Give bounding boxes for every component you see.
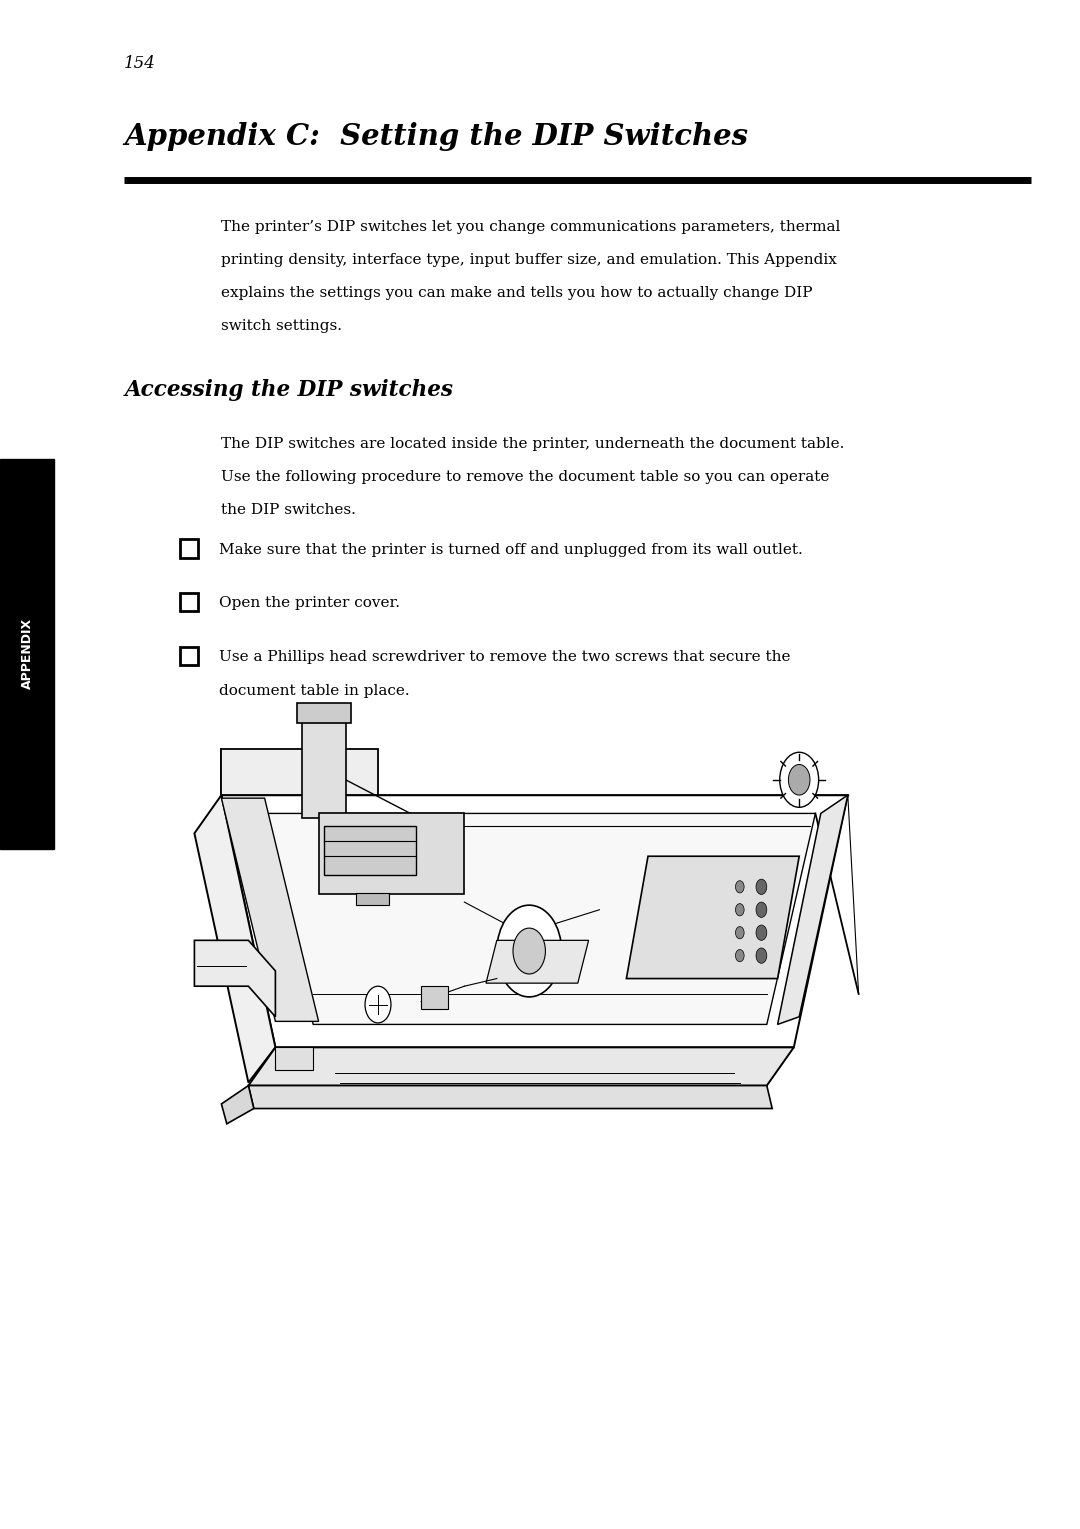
Polygon shape <box>302 719 346 818</box>
Polygon shape <box>248 1047 794 1086</box>
FancyBboxPatch shape <box>179 593 198 612</box>
Circle shape <box>735 950 744 962</box>
Text: Open the printer cover.: Open the printer cover. <box>219 596 401 610</box>
Text: APPENDIX: APPENDIX <box>21 618 33 690</box>
FancyBboxPatch shape <box>179 647 198 665</box>
Text: switch settings.: switch settings. <box>221 318 342 333</box>
Circle shape <box>788 764 810 795</box>
Circle shape <box>780 752 819 807</box>
Polygon shape <box>275 1047 313 1070</box>
Polygon shape <box>194 940 275 1017</box>
FancyBboxPatch shape <box>0 459 54 849</box>
Text: Accessing the DIP switches: Accessing the DIP switches <box>124 379 454 401</box>
Polygon shape <box>421 986 448 1009</box>
FancyBboxPatch shape <box>179 540 198 558</box>
Text: Use the following procedure to remove the document table so you can operate: Use the following procedure to remove th… <box>221 471 829 485</box>
Text: the DIP switches.: the DIP switches. <box>221 503 356 517</box>
Polygon shape <box>297 703 351 723</box>
Polygon shape <box>194 795 275 1083</box>
Polygon shape <box>221 1086 254 1124</box>
Polygon shape <box>626 856 799 979</box>
Circle shape <box>735 881 744 893</box>
Polygon shape <box>486 940 589 983</box>
Text: explains the settings you can make and tells you how to actually change DIP: explains the settings you can make and t… <box>221 286 813 300</box>
Circle shape <box>735 904 744 916</box>
Polygon shape <box>356 893 389 905</box>
Circle shape <box>365 986 391 1023</box>
Text: The DIP switches are located inside the printer, underneath the document table.: The DIP switches are located inside the … <box>221 437 845 451</box>
Polygon shape <box>778 795 848 1024</box>
Polygon shape <box>221 795 848 1047</box>
Text: 154: 154 <box>124 55 157 72</box>
Circle shape <box>756 925 767 940</box>
Polygon shape <box>324 826 416 875</box>
Polygon shape <box>248 1086 772 1109</box>
Text: Appendix C:  Setting the DIP Switches: Appendix C: Setting the DIP Switches <box>124 122 748 151</box>
Polygon shape <box>259 813 815 1024</box>
Polygon shape <box>221 749 378 795</box>
Text: Make sure that the printer is turned off and unplugged from its wall outlet.: Make sure that the printer is turned off… <box>219 543 804 557</box>
Circle shape <box>756 879 767 894</box>
Circle shape <box>513 928 545 974</box>
Text: Use a Phillips head screwdriver to remove the two screws that secure the: Use a Phillips head screwdriver to remov… <box>219 650 791 664</box>
Polygon shape <box>221 798 319 1021</box>
Text: document table in place.: document table in place. <box>219 685 410 699</box>
Circle shape <box>735 927 744 939</box>
Polygon shape <box>319 813 464 894</box>
Text: printing density, interface type, input buffer size, and emulation. This Appendi: printing density, interface type, input … <box>221 252 837 268</box>
Circle shape <box>497 905 562 997</box>
Circle shape <box>756 948 767 963</box>
Circle shape <box>756 902 767 917</box>
Text: The printer’s DIP switches let you change communications parameters, thermal: The printer’s DIP switches let you chang… <box>221 220 840 234</box>
